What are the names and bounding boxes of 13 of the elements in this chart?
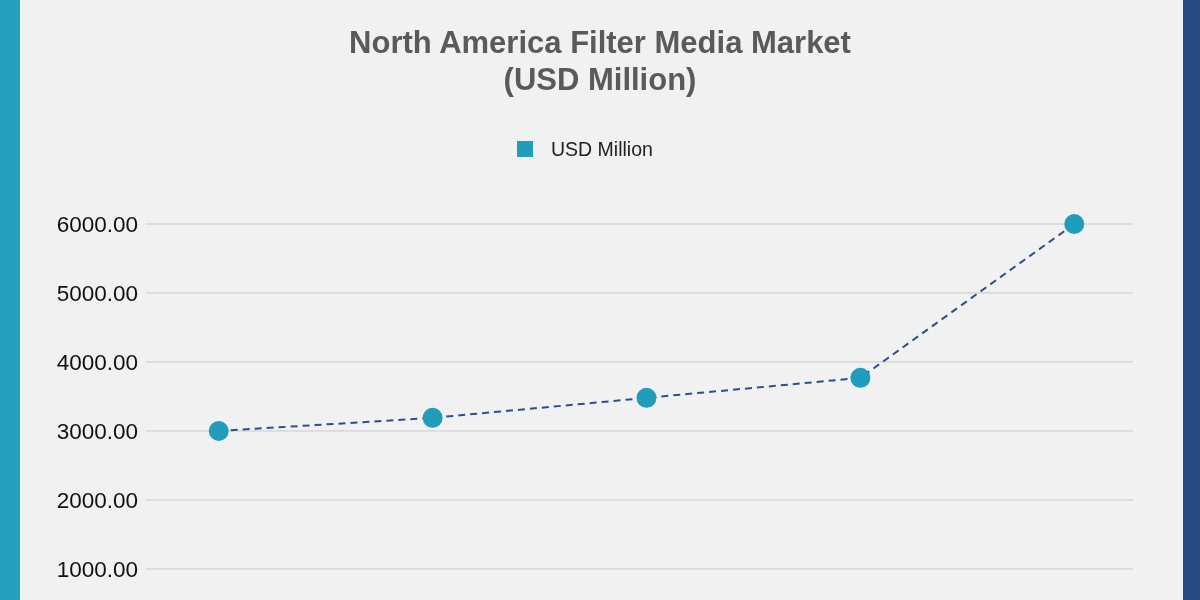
point: [850, 367, 871, 388]
point: [636, 387, 657, 408]
y-tick-label: 5000.00: [56, 280, 138, 306]
legend-label: USD Million: [551, 138, 653, 160]
y-tick-label: 2000.00: [56, 487, 138, 513]
y-tick-label: 3000.00: [56, 418, 138, 444]
point: [422, 407, 443, 428]
y-tick-label: 1000.00: [56, 556, 138, 582]
y-tick-label: 6000.00: [56, 211, 138, 237]
point: [208, 420, 229, 441]
point: [1064, 214, 1085, 234]
chart-title: North America Filter Media Market (USD Million): [349, 25, 851, 97]
y-tick-label: 4000.00: [56, 349, 138, 375]
